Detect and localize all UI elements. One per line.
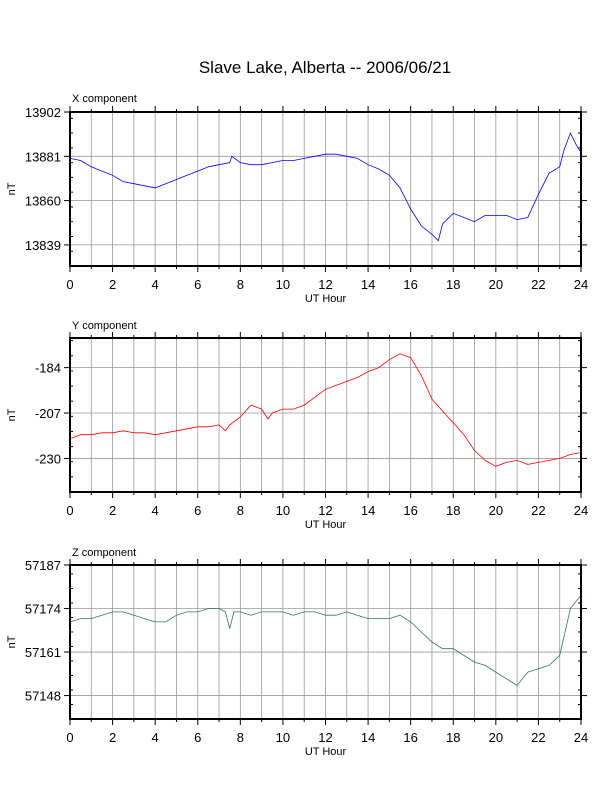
panel-label: X component [72, 93, 137, 105]
x-tick-label: 20 [489, 277, 503, 292]
x-tick-label: 20 [489, 730, 503, 745]
x-tick-label: 6 [194, 277, 201, 292]
x-tick-label: 14 [361, 277, 375, 292]
x-tick-label: 8 [237, 277, 244, 292]
x-tick-label: 4 [152, 277, 159, 292]
y-axis-label: nT [6, 408, 18, 421]
x-tick-label: 18 [446, 277, 460, 292]
data-series-line [69, 594, 582, 687]
x-tick-label: 0 [66, 277, 73, 292]
x-tick-label: 22 [531, 503, 545, 518]
y-tick-label: 57174 [25, 602, 61, 617]
page-title: Slave Lake, Alberta -- 2006/06/21 [198, 58, 452, 77]
y-tick-label: 13860 [25, 194, 61, 209]
plot-frame [69, 564, 582, 720]
panel-label: Z component [72, 547, 136, 559]
x-tick-label: 4 [152, 730, 159, 745]
panel-label: Y component [72, 320, 137, 332]
x-tick-label: 10 [276, 730, 290, 745]
x-tick-label: 12 [318, 503, 332, 518]
x-tick-label: 0 [66, 503, 73, 518]
y-tick-label: 57161 [25, 645, 61, 660]
y-tick-label: -230 [35, 451, 61, 466]
y-axis-label: nT [6, 635, 18, 648]
x-tick-label: 6 [194, 503, 201, 518]
x-tick-label: 16 [403, 277, 417, 292]
x-tick-label: 6 [194, 730, 201, 745]
x-tick-label: 18 [446, 503, 460, 518]
x-tick-label: 20 [489, 503, 503, 518]
x-tick-label: 12 [318, 277, 332, 292]
x-tick-label: 16 [403, 730, 417, 745]
plot-frame [69, 111, 582, 267]
y-tick-label: 13839 [25, 238, 61, 253]
x-tick-label: 22 [531, 277, 545, 292]
x-tick-label: 0 [66, 730, 73, 745]
x-tick-label: 8 [237, 503, 244, 518]
x-tick-label: 14 [361, 503, 375, 518]
x-tick-label: 18 [446, 730, 460, 745]
x-tick-label: 24 [574, 503, 588, 518]
data-series-line [69, 132, 582, 242]
x-axis-label: UT Hour [305, 293, 347, 305]
x-tick-label: 10 [276, 503, 290, 518]
x-tick-label: 24 [574, 730, 588, 745]
data-series-line [69, 353, 582, 467]
x-tick-label: 22 [531, 730, 545, 745]
x-tick-label: 4 [152, 503, 159, 518]
plot-frame [69, 337, 582, 493]
x-tick-label: 2 [109, 277, 116, 292]
x-tick-label: 2 [109, 503, 116, 518]
y-tick-label: -184 [35, 361, 61, 376]
x-tick-label: 8 [237, 730, 244, 745]
x-tick-label: 2 [109, 730, 116, 745]
y-tick-label: -207 [35, 406, 61, 421]
y-tick-label: 13881 [25, 149, 61, 164]
x-tick-label: 12 [318, 730, 332, 745]
x-tick-label: 14 [361, 730, 375, 745]
y-tick-label: 57187 [25, 558, 61, 573]
y-tick-label: 57148 [25, 689, 61, 704]
x-tick-label: 16 [403, 503, 417, 518]
y-tick-label: 13902 [25, 105, 61, 120]
y-axis-label: nT [6, 182, 18, 195]
x-tick-label: 10 [276, 277, 290, 292]
x-axis-label: UT Hour [305, 746, 347, 758]
x-tick-label: 24 [574, 277, 588, 292]
x-axis-label: UT Hour [305, 519, 347, 531]
